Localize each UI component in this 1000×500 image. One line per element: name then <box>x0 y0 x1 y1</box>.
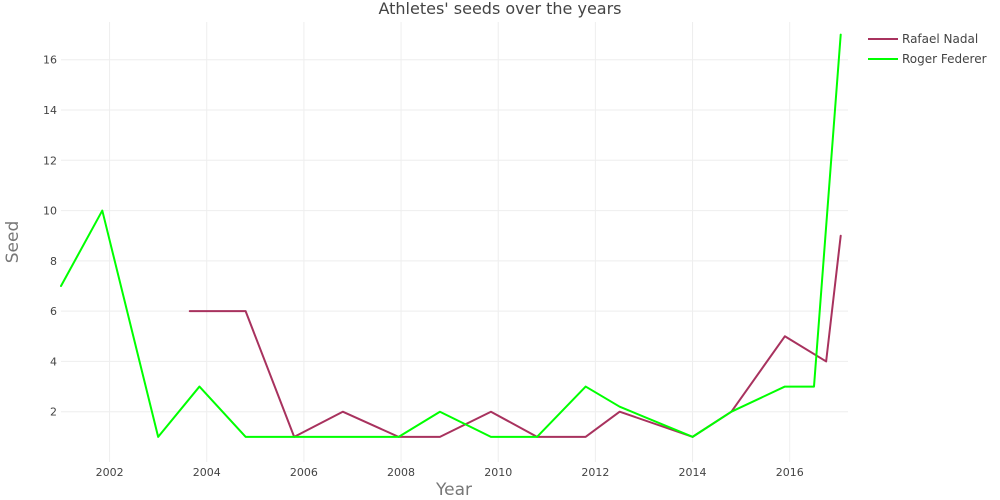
y-tick-label: 10 <box>43 205 57 218</box>
x-tick-label: 2006 <box>290 466 318 479</box>
legend-label[interactable]: Rafael Nadal <box>902 32 978 46</box>
x-tick-label: 2008 <box>387 466 415 479</box>
y-tick-label: 8 <box>50 255 57 268</box>
x-tick-label: 2010 <box>484 466 512 479</box>
y-tick-label: 14 <box>43 104 57 117</box>
x-tick-label: 2014 <box>679 466 707 479</box>
x-axis-title: Year <box>435 480 472 500</box>
y-tick-label: 6 <box>50 305 57 318</box>
x-tick-label: 2012 <box>581 466 609 479</box>
x-tick-label: 2004 <box>193 466 221 479</box>
y-tick-label: 4 <box>50 355 57 368</box>
x-tick-label: 2016 <box>776 466 804 479</box>
chart-title: Athletes' seeds over the years <box>378 0 621 18</box>
y-tick-label: 2 <box>50 406 57 419</box>
y-tick-label: 12 <box>43 154 57 167</box>
y-tick-label: 16 <box>43 54 57 67</box>
y-axis-title: Seed <box>3 221 23 264</box>
legend-label[interactable]: Roger Federer <box>902 52 987 66</box>
x-tick-label: 2002 <box>96 466 124 479</box>
series-line-roger-federer <box>60 33 842 438</box>
